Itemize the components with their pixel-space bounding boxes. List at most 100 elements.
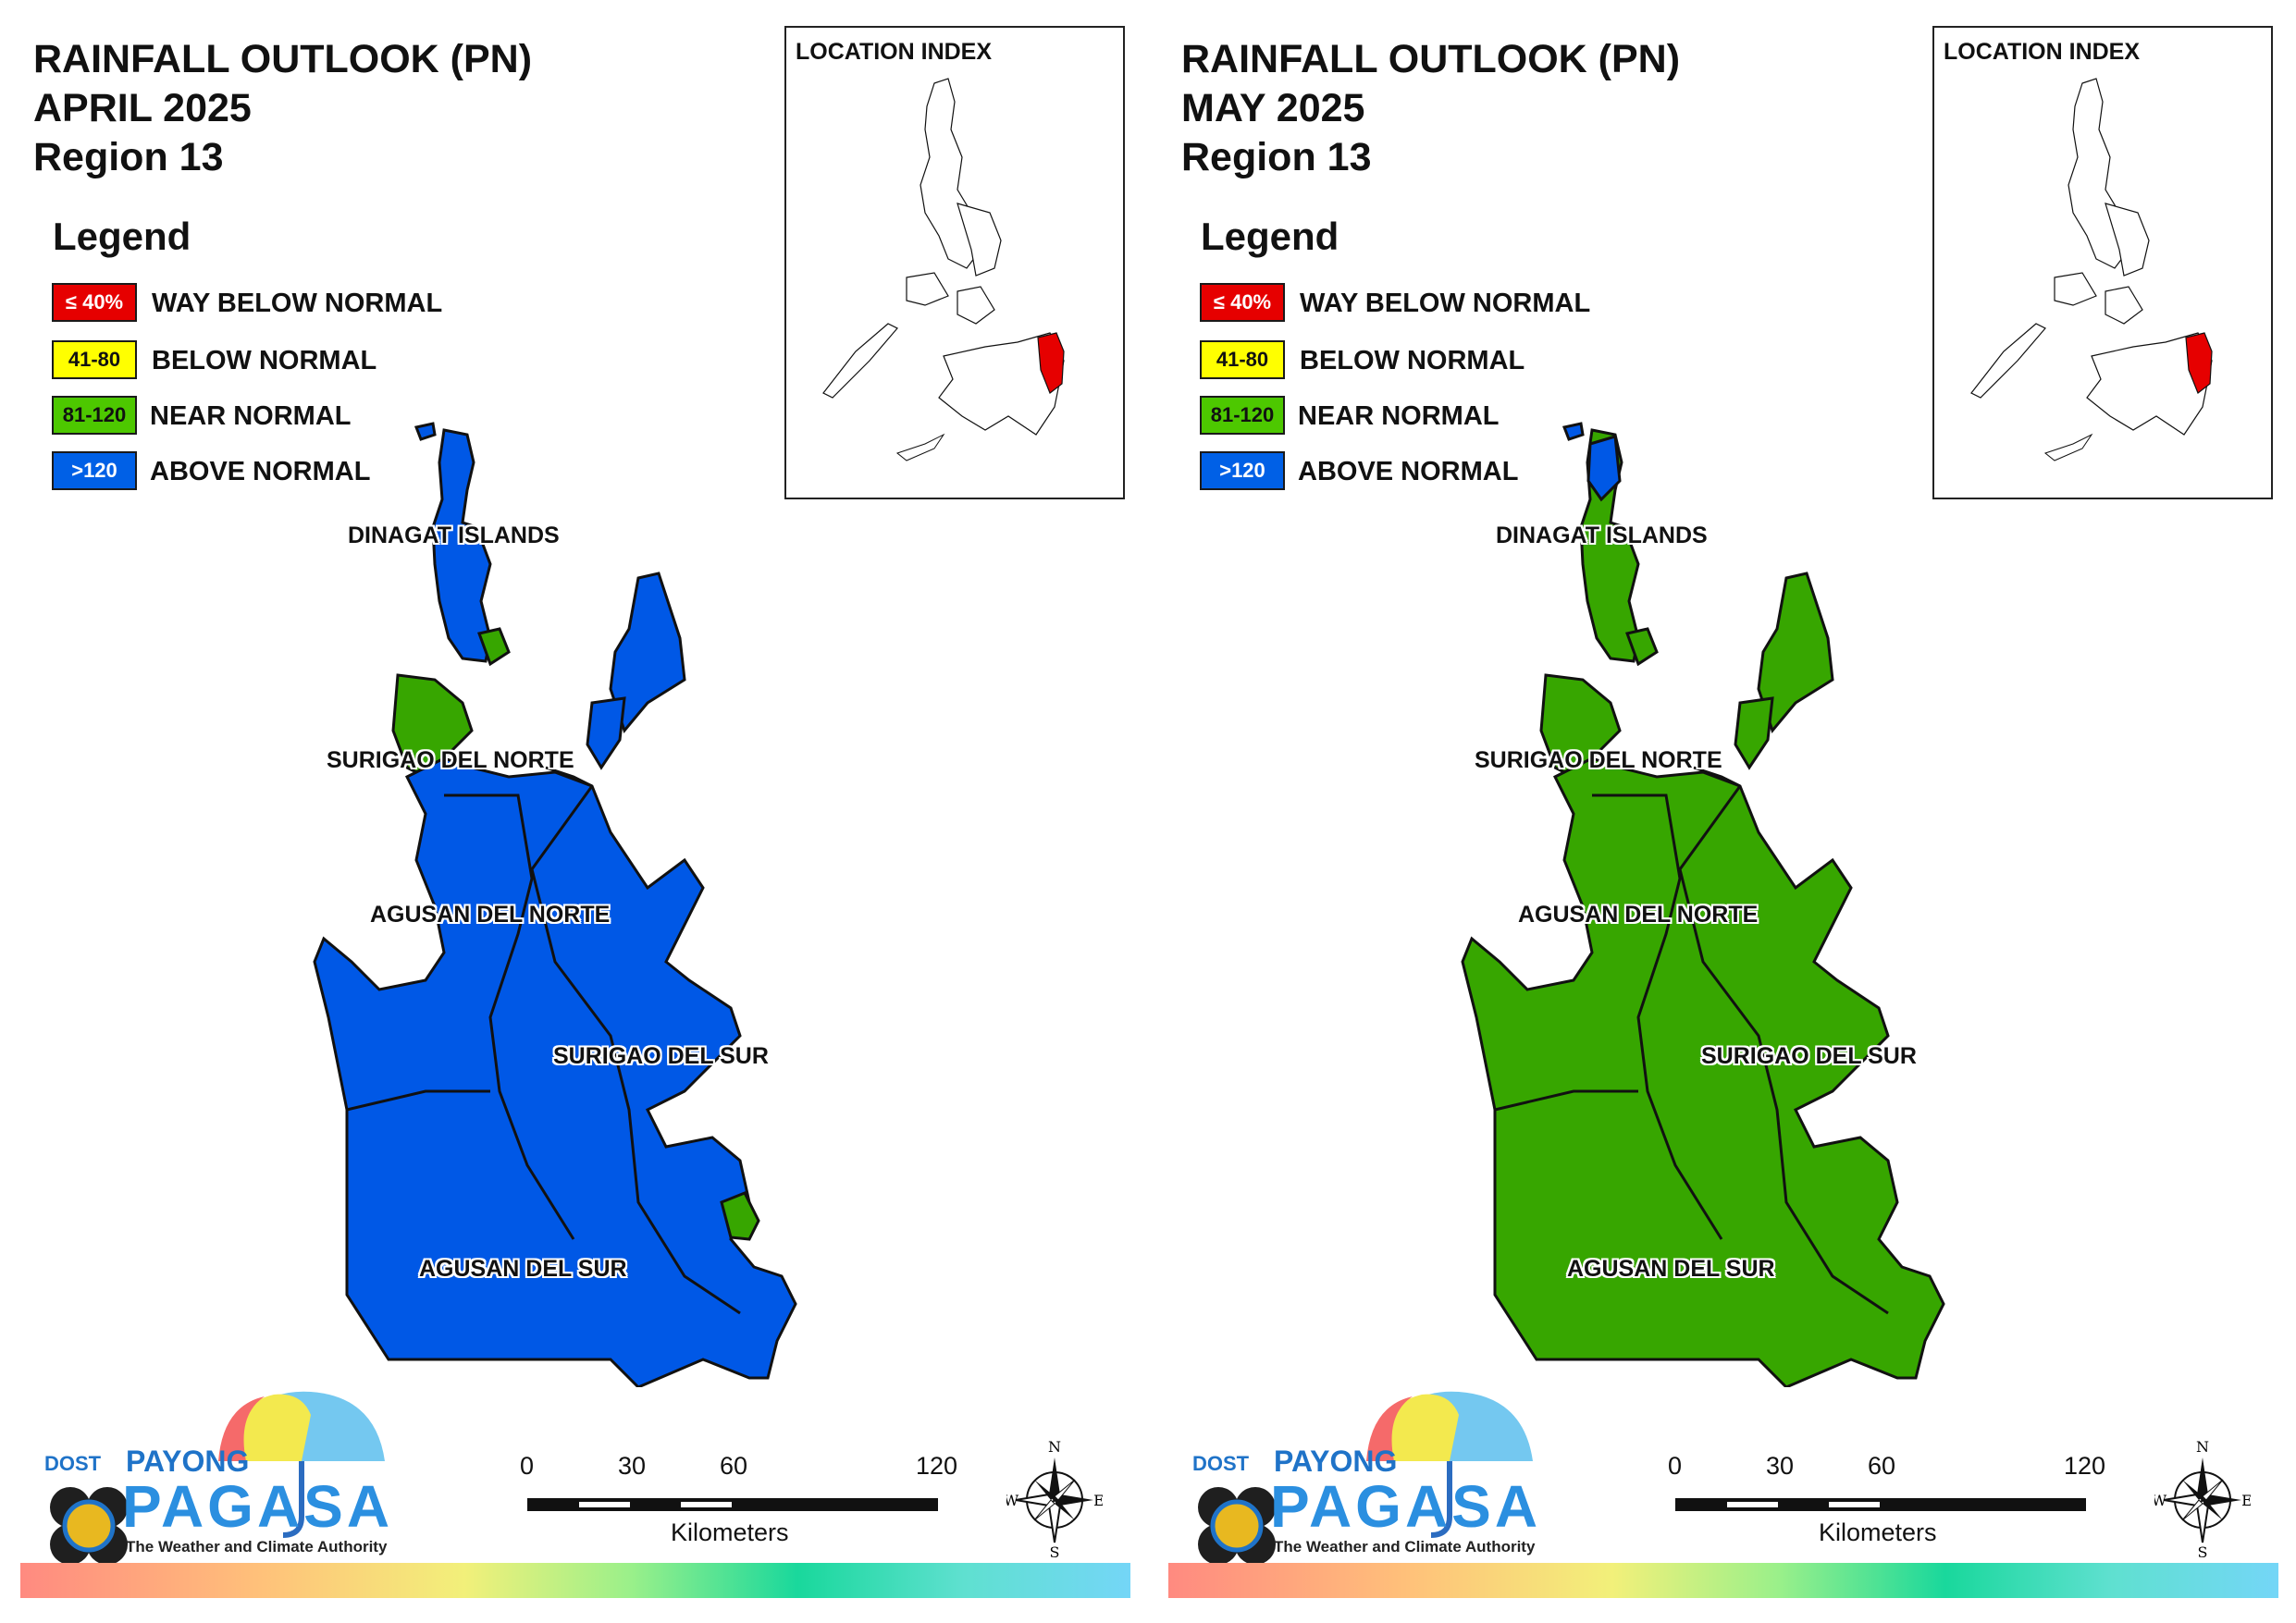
title-line-1: RAINFALL OUTLOOK (PN) [1181, 37, 1681, 81]
legend-title: Legend [1201, 215, 1339, 258]
scale-tick: 120 [2064, 1452, 2106, 1480]
title-region: Region 13 [33, 135, 224, 179]
scale-bar: 0 30 60 120 Kilometers [520, 1452, 971, 1554]
dost-label: DOST [44, 1452, 102, 1475]
dinagat-south-near-normal [477, 627, 511, 667]
legend-swatch: 81-120 [52, 396, 137, 435]
label-agusan-del-sur: AGUSAN DEL SUR [1567, 1256, 1775, 1282]
label-surigao-del-sur: SURIGAO DEL SUR [553, 1043, 769, 1069]
legend-label: NEAR NORMAL [150, 401, 352, 431]
legend-item-way-below: ≤ 40% WAY BELOW NORMAL [1200, 283, 1591, 324]
bucas-grande-shape [586, 696, 626, 770]
april-panel: RAINFALL OUTLOOK (PN) APRIL 2025 Region … [20, 26, 1130, 1598]
location-index: LOCATION INDEX [1932, 26, 2273, 499]
scale-bar-graphic [527, 1498, 938, 1511]
footer-gradient-bar [1168, 1563, 2278, 1598]
legend-item-above: >120 ABOVE NORMAL [52, 451, 440, 492]
legend-item-near: 81-120 NEAR NORMAL [1200, 396, 1588, 436]
province-boundary-line [1678, 785, 1889, 1315]
scale-tick: 60 [1868, 1452, 1896, 1480]
compass-w: W [2154, 1492, 2167, 1509]
legend-swatch: >120 [1200, 451, 1285, 490]
pagasa-label: PAGASA [122, 1473, 394, 1540]
scale-tick: 60 [720, 1452, 748, 1480]
label-dinagat-islands: DINAGAT ISLANDS [348, 523, 560, 548]
siargao-island-shape [609, 572, 686, 734]
compass-n: N [2196, 1439, 2209, 1456]
label-agusan-del-norte: AGUSAN DEL NORTE [1518, 902, 1759, 928]
province-boundary-line [545, 766, 593, 788]
payong-pagasa-logo: DOST PAYONG PAGASA The Weather and Clima… [33, 1387, 403, 1565]
legend-item-above: >120 ABOVE NORMAL [1200, 451, 1588, 492]
legend-title: Legend [53, 215, 191, 258]
map-title: RAINFALL OUTLOOK (PN) MAY 2025 Region 13 [1181, 35, 1680, 182]
province-boundary-line [530, 785, 741, 1315]
legend-swatch: ≤ 40% [52, 283, 137, 322]
label-surigao-del-norte: SURIGAO DEL NORTE [327, 747, 574, 773]
mainland-provinces-shape [313, 756, 797, 1387]
legend-item-near: 81-120 NEAR NORMAL [52, 396, 440, 436]
label-agusan-del-norte: AGUSAN DEL NORTE [370, 902, 611, 928]
province-boundary-line [1494, 1089, 1638, 1112]
compass-rose: N S E W [1004, 1438, 1105, 1561]
legend-item-below: 41-80 BELOW NORMAL [1200, 340, 1588, 381]
title-month: APRIL 2025 [33, 86, 252, 130]
province-boundary-line [1693, 766, 1741, 788]
tagline: The Weather and Climate Authority [126, 1538, 388, 1555]
islet [414, 422, 437, 441]
compass-w: W [1006, 1492, 1019, 1509]
province-boundary-line [1592, 793, 1723, 1240]
compass-icon: N S E W [1004, 1438, 1105, 1561]
map-title: RAINFALL OUTLOOK (PN) APRIL 2025 Region … [33, 35, 532, 182]
title-region: Region 13 [1181, 135, 1372, 179]
scale-tick: 30 [618, 1452, 647, 1480]
compass-s: S [1050, 1543, 1060, 1559]
mainland-provinces-shape [1461, 756, 1945, 1387]
scale-unit: Kilometers [1819, 1518, 1937, 1546]
compass-rose: N S E W [2152, 1438, 2253, 1561]
legend-label: WAY BELOW NORMAL [152, 289, 443, 318]
footer-gradient-bar [20, 1563, 1130, 1598]
legend-swatch: 81-120 [1200, 396, 1285, 435]
legend-swatch: 41-80 [1200, 340, 1285, 379]
pagasa-label: PAGASA [1270, 1473, 1542, 1540]
scale-tick: 120 [916, 1452, 958, 1480]
inset-title: LOCATION INDEX [1944, 39, 2141, 65]
compass-e: E [2241, 1492, 2251, 1509]
tagline: The Weather and Climate Authority [1274, 1538, 1536, 1555]
legend-label: BELOW NORMAL [152, 346, 377, 375]
title-month: MAY 2025 [1181, 86, 1365, 130]
compass-e: E [1093, 1492, 1103, 1509]
region-13-map [1461, 422, 1945, 1387]
legend-swatch: ≤ 40% [1200, 283, 1285, 322]
philippines-outline-map [822, 78, 1065, 461]
legend-label: NEAR NORMAL [1298, 401, 1500, 431]
province-boundary-line [444, 793, 575, 1240]
scale-bar: 0 30 60 120 Kilometers [1668, 1452, 2119, 1554]
compass-n: N [1048, 1439, 1061, 1456]
scale-tick: 0 [520, 1452, 535, 1480]
islet [1562, 422, 1585, 441]
legend-swatch: >120 [52, 451, 137, 490]
region-13-map [313, 422, 797, 1387]
province-boundary-line [346, 1089, 490, 1112]
umbrella-icon [1198, 1391, 1533, 1565]
scale-bar-graphic [1675, 1498, 2086, 1511]
legend-swatch: 41-80 [52, 340, 137, 379]
may-panel: RAINFALL OUTLOOK (PN) MAY 2025 Region 13… [1148, 0, 2296, 1623]
legend-label: BELOW NORMAL [1300, 346, 1525, 375]
dinagat-south [1625, 627, 1659, 667]
location-index: LOCATION INDEX [784, 26, 1125, 499]
scale-tick: 0 [1668, 1452, 1683, 1480]
dinagat-north-above-normal [1586, 435, 1622, 502]
lanuza-near-normal [720, 1191, 760, 1241]
label-dinagat-islands: DINAGAT ISLANDS [1496, 523, 1708, 548]
legend-label: WAY BELOW NORMAL [1300, 289, 1591, 318]
scale-unit: Kilometers [671, 1518, 789, 1546]
payong-pagasa-logo: DOST PAYONG PAGASA The Weather and Clima… [1181, 1387, 1551, 1565]
umbrella-icon [50, 1391, 385, 1565]
siargao-island-shape [1757, 572, 1834, 734]
philippines-outline-map [1970, 78, 2213, 461]
legend-item-way-below: ≤ 40% WAY BELOW NORMAL [52, 283, 443, 324]
legend-label: ABOVE NORMAL [1298, 457, 1519, 486]
